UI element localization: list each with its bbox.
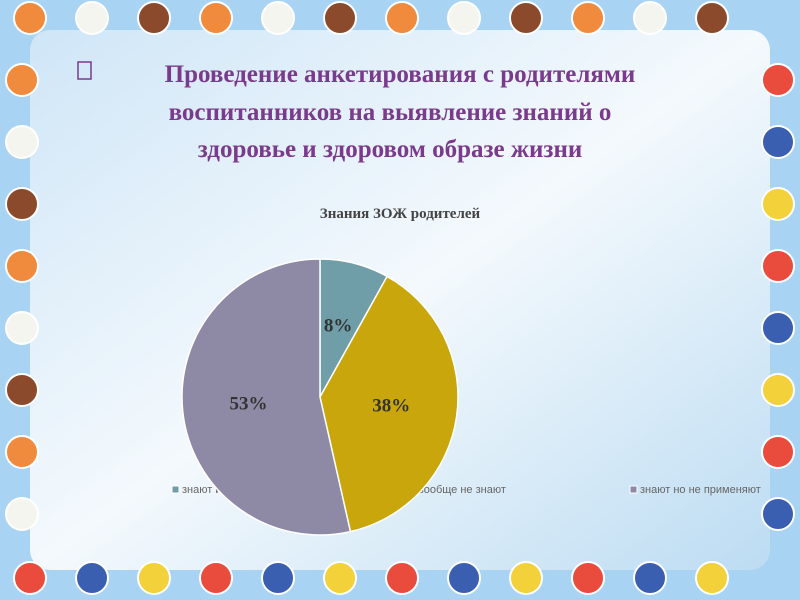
ball — [137, 1, 171, 35]
ball — [447, 1, 481, 35]
ball — [761, 373, 795, 407]
ball — [5, 187, 39, 221]
title-line: Проведение анкетирования с родителями — [165, 61, 636, 88]
ball — [571, 1, 605, 35]
ball — [761, 187, 795, 221]
ball — [13, 561, 47, 595]
ball — [761, 311, 795, 345]
ball — [5, 249, 39, 283]
ball — [761, 125, 795, 159]
ball — [385, 1, 419, 35]
data-label: 8% — [324, 316, 353, 337]
ball — [761, 497, 795, 531]
legend-marker — [629, 485, 638, 494]
ball — [633, 561, 667, 595]
ball — [137, 561, 171, 595]
legend-label: вообще не знают — [418, 484, 506, 496]
data-label: 38% — [372, 396, 410, 417]
ball — [5, 373, 39, 407]
ball — [323, 561, 357, 595]
bullet — [77, 61, 92, 80]
ball — [75, 561, 109, 595]
ball — [75, 1, 109, 35]
ball — [509, 1, 543, 35]
ball — [13, 1, 47, 35]
chart-title: Знания ЗОЖ родителей — [320, 206, 481, 222]
ball — [761, 249, 795, 283]
ball — [633, 1, 667, 35]
ball — [761, 435, 795, 469]
ball — [5, 311, 39, 345]
pie-slice — [181, 258, 352, 536]
ball — [509, 561, 543, 595]
ball — [5, 497, 39, 531]
ball — [695, 1, 729, 35]
ball — [5, 125, 39, 159]
ball — [385, 561, 419, 595]
ball — [5, 63, 39, 97]
data-label: 53% — [229, 393, 267, 414]
ball — [571, 561, 605, 595]
ball — [199, 561, 233, 595]
ball — [261, 1, 295, 35]
ball — [695, 561, 729, 595]
ball — [323, 1, 357, 35]
legend-marker — [171, 485, 180, 494]
title-line: здоровье и здоровом образе жизни — [198, 136, 583, 163]
ball — [447, 561, 481, 595]
ball — [199, 1, 233, 35]
decoration — [5, 1, 795, 595]
title-line: воспитанников на выявление знаний о — [169, 99, 612, 126]
ball — [761, 63, 795, 97]
pie-slice — [319, 275, 459, 533]
ball — [5, 435, 39, 469]
legend-label: знают но не применяют — [640, 484, 761, 496]
ball — [261, 561, 295, 595]
